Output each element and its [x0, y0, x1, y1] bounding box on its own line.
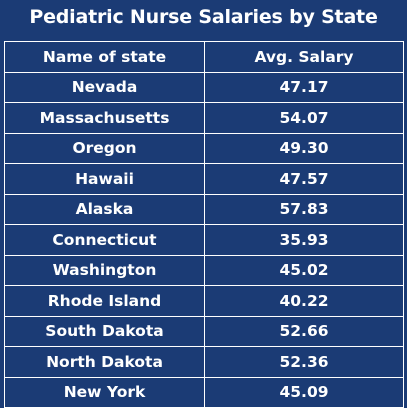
salary-table: Name of state Avg. Salary Nevada 47.17 M… — [4, 41, 404, 408]
salary-cell: 45.02 — [204, 254, 404, 286]
state-cell: Oregon — [4, 132, 205, 164]
salary-cell: 52.36 — [204, 346, 404, 378]
table-row: Massachusetts 54.07 — [4, 102, 404, 134]
state-cell: Hawaii — [4, 163, 205, 195]
state-cell: Massachusetts — [4, 102, 205, 134]
salary-cell: 54.07 — [204, 102, 404, 134]
salary-cell: 49.30 — [204, 132, 404, 164]
state-cell: North Dakota — [4, 346, 205, 378]
state-cell: Connecticut — [4, 224, 205, 256]
salary-cell: 47.57 — [204, 163, 404, 195]
table-row: Alaska 57.83 — [4, 193, 404, 225]
state-cell: New York — [4, 376, 205, 408]
column-header-salary: Avg. Salary — [204, 41, 404, 73]
state-cell: Rhode Island — [4, 285, 205, 317]
salary-cell: 52.66 — [204, 315, 404, 347]
salary-cell: 45.09 — [204, 376, 404, 408]
column-header-state: Name of state — [4, 41, 205, 73]
table-row: Washington 45.02 — [4, 254, 404, 286]
state-cell: South Dakota — [4, 315, 205, 347]
state-cell: Alaska — [4, 193, 205, 225]
state-cell: Washington — [4, 254, 205, 286]
table-row: South Dakota 52.66 — [4, 315, 404, 347]
salary-cell: 57.83 — [204, 193, 404, 225]
table-row: North Dakota 52.36 — [4, 346, 404, 378]
salary-cell: 40.22 — [204, 285, 404, 317]
table-header-row: Name of state Avg. Salary — [4, 41, 404, 73]
salary-cell: 35.93 — [204, 224, 404, 256]
table-row: New York 45.09 — [4, 376, 404, 408]
page-title: Pediatric Nurse Salaries by State — [29, 6, 378, 28]
salary-cell: 47.17 — [204, 71, 404, 103]
state-cell: Nevada — [4, 71, 205, 103]
table-row: Rhode Island 40.22 — [4, 285, 404, 317]
table-row: Nevada 47.17 — [4, 71, 404, 103]
table-row: Connecticut 35.93 — [4, 224, 404, 256]
table-row: Hawaii 47.57 — [4, 163, 404, 195]
table-row: Oregon 49.30 — [4, 132, 404, 164]
